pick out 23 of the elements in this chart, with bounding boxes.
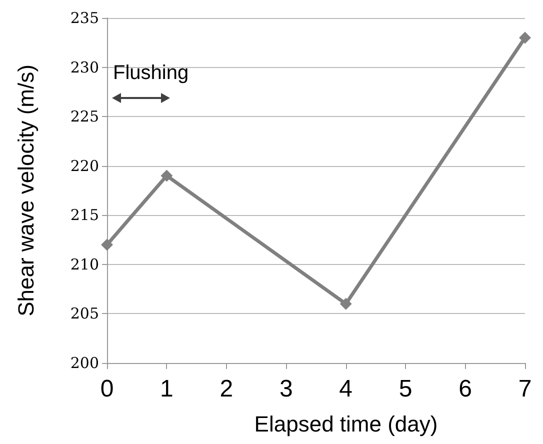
point [101,238,113,251]
y-tick-label: 215 [70,206,99,224]
y-axis-title: Shear wave velocity (m/s) [14,64,38,316]
y-tick-label: 210 [70,255,99,274]
x-tick-label: 7 [518,376,532,402]
x-tick-label: 2 [220,376,234,402]
annotation: Flushing [113,62,189,85]
y-tick-label: 205 [70,304,99,323]
y-tick-label: 225 [70,108,99,126]
y-tick-label: 230 [70,58,99,76]
x-axis-title: Elapsed time (day) [254,412,438,436]
x-tick-label: 6 [458,376,472,402]
y-tick-label: 220 [70,156,99,175]
x-tick-label: 0 [100,376,114,402]
y-tick-label: 200 [70,354,99,372]
x-tick-label: 1 [160,376,174,402]
y-tick-label: 235 [70,9,99,27]
x-tick-label: 3 [279,376,293,402]
x-tick-label: 4 [339,376,353,402]
point [340,298,352,310]
point [519,32,531,44]
point [160,170,173,182]
x-tick-label: 5 [398,376,412,402]
